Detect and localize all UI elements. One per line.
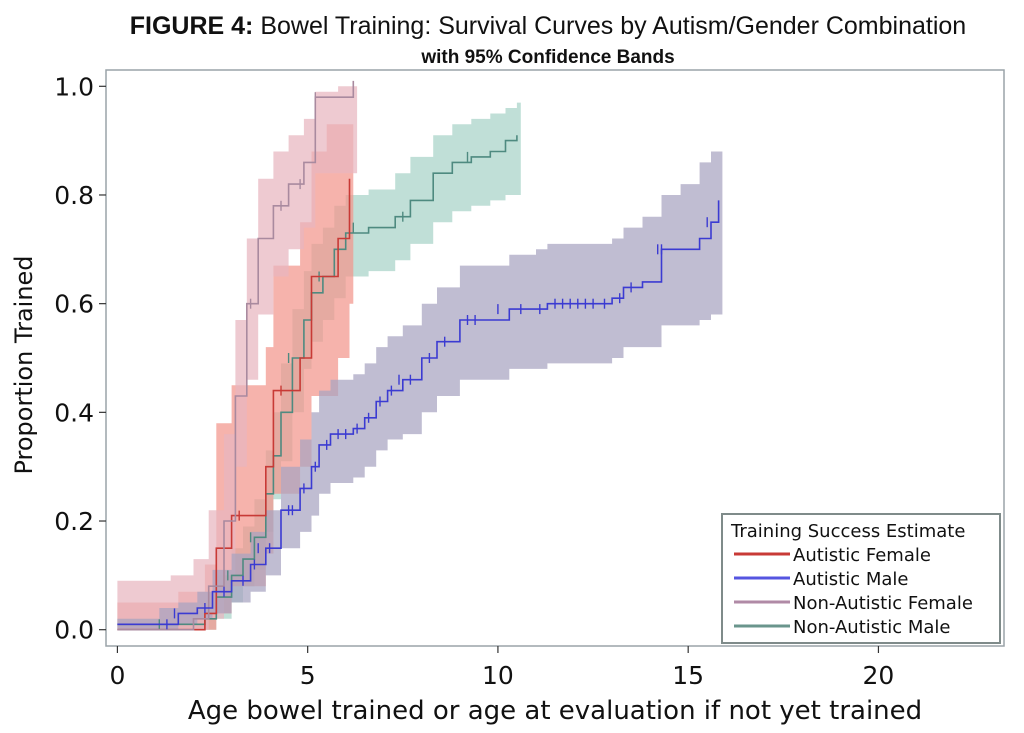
axes: 0 5 10 15 20 0.0 0.2 0.4 0.6 0.8 1.0 [54,72,894,690]
x-tick-label: 0 [109,661,125,690]
y-tick-label: 1.0 [54,72,94,101]
legend-items: Autistic Female Autistic Male Non-Autistic… [734,545,973,638]
survival-curve-autistic-male [117,200,720,626]
x-tick-label: 5 [300,661,316,690]
confidence-band-autistic-male [117,151,723,630]
x-axis-label: Age bowel trained or age at evaluation i… [188,696,922,726]
y-tick-label: 0.0 [54,616,94,645]
survival-curve-non-autistic-female [117,80,355,631]
x-tick-label: 10 [482,661,514,690]
confidence-band-non-autistic-female [117,86,358,630]
legend-label-non-autistic-female: Non-Autistic Female [793,593,973,614]
legend-label-autistic-male: Autistic Male [793,569,908,590]
legend-title: Training Success Estimate [730,521,965,542]
legend-label-autistic-female: Autistic Female [793,545,931,566]
legend-label-non-autistic-male: Non-Autistic Male [793,617,950,638]
legend: Training Success Estimate Autistic Femal… [721,513,1001,644]
y-tick-label: 0.2 [54,507,94,536]
chart-subtitle: with 95% Confidence Bands [420,47,674,68]
chart-title: FIGURE 4: Bowel Training: Survival Curve… [130,12,966,40]
y-tick-label: 0.6 [54,290,94,319]
confidence-band-non-autistic-male [117,102,521,630]
survival-curve-autistic-female [117,178,351,631]
survival-curves [117,80,720,631]
x-tick-label: 15 [672,661,704,690]
confidence-bands [117,86,723,630]
y-tick-label: 0.4 [54,398,94,427]
x-tick-label: 20 [863,661,895,690]
y-axis-label: Proportion Trained [10,255,38,474]
survival-curve-non-autistic-male [117,135,518,626]
y-tick-label: 0.8 [54,181,94,210]
